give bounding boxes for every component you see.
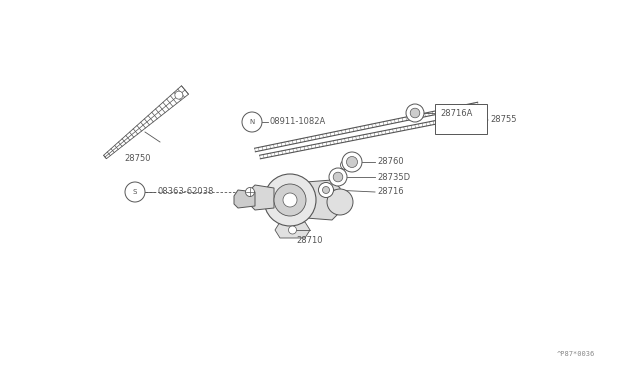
Circle shape	[319, 183, 333, 198]
Text: 28755: 28755	[490, 115, 516, 125]
Circle shape	[406, 104, 424, 122]
Text: 28716: 28716	[377, 187, 404, 196]
Text: N: N	[250, 119, 255, 125]
Circle shape	[175, 91, 183, 99]
Circle shape	[410, 108, 420, 118]
Polygon shape	[104, 86, 189, 159]
Text: S: S	[133, 189, 137, 195]
Text: 08911-1082A: 08911-1082A	[270, 118, 326, 126]
Circle shape	[327, 189, 353, 215]
Circle shape	[125, 182, 145, 202]
Bar	[435, 104, 487, 134]
Polygon shape	[275, 222, 310, 238]
Text: 08363-62038: 08363-62038	[157, 187, 213, 196]
Text: 28710: 28710	[297, 236, 323, 245]
Circle shape	[289, 226, 296, 234]
Circle shape	[333, 172, 343, 182]
Text: ^P87*0036: ^P87*0036	[557, 351, 595, 357]
Circle shape	[264, 174, 316, 226]
Text: 28760: 28760	[377, 157, 404, 167]
Text: 28735D: 28735D	[377, 173, 410, 182]
Circle shape	[274, 184, 306, 216]
Circle shape	[342, 152, 362, 172]
Text: 28716A: 28716A	[440, 109, 472, 118]
Text: 28750: 28750	[125, 154, 151, 163]
Circle shape	[340, 160, 349, 170]
Circle shape	[242, 112, 262, 132]
Circle shape	[246, 187, 255, 196]
Polygon shape	[234, 190, 255, 208]
Polygon shape	[248, 185, 274, 210]
Circle shape	[283, 193, 297, 207]
Circle shape	[329, 168, 347, 186]
Polygon shape	[306, 180, 342, 220]
Circle shape	[346, 157, 358, 167]
Circle shape	[323, 186, 330, 193]
